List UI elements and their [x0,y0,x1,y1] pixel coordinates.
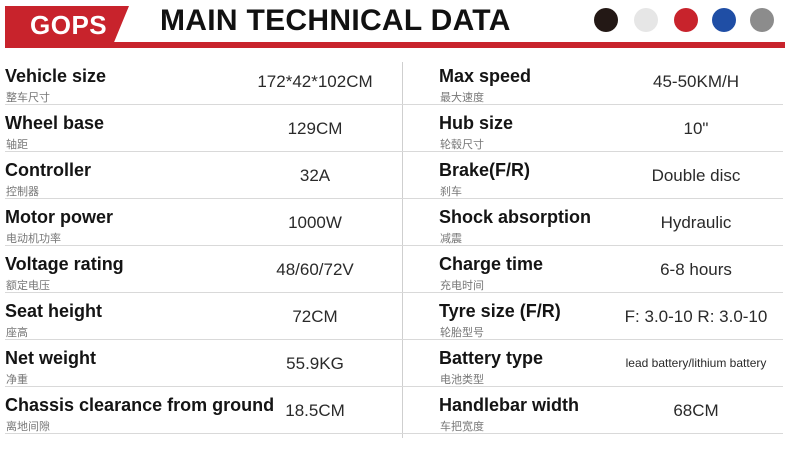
spec-row: Wheel base 轴距 129CM Hub size 轮毂尺寸 10" [5,105,783,152]
spec-row: Vehicle size 整车尺寸 172*42*102CM Max speed… [5,58,783,105]
spec-value: 129CM [287,119,343,138]
spec-value: 68CM [673,401,719,420]
color-swatch-blue [712,8,736,32]
page-title: MAIN TECHNICAL DATA [160,4,511,37]
row-divider [5,104,783,105]
spec-value: 1000W [288,213,342,232]
spec-cell: Voltage rating 额定电压 48/60/72V [5,246,402,293]
spec-cell: Max speed 最大速度 45-50KM/H [439,58,783,105]
spec-cell: Hub size 轮毂尺寸 10" [439,105,783,152]
header: GOPS MAIN TECHNICAL DATA [0,0,792,54]
spec-label-cn: 减震 [440,232,462,245]
color-swatch-grey [750,8,774,32]
spec-label-cn: 最大速度 [440,91,484,104]
spec-cell: Shock absorption 减震 Hydraulic [439,199,783,246]
spec-cell: Battery type 电池类型 lead battery/lithium b… [439,340,783,387]
spec-label: Battery type [439,348,544,368]
spec-label-cn: 车把宽度 [440,420,484,433]
spec-label: Controller [5,160,92,180]
header-divider [5,42,785,48]
spec-label-cn: 额定电压 [6,279,50,292]
spec-cell: Chassis clearance from ground 离地间隙 18.5C… [5,387,402,434]
spec-value: 172*42*102CM [257,72,373,91]
spec-value: Hydraulic [660,213,732,232]
spec-value: 55.9KG [286,354,344,373]
spec-label-cn: 净重 [6,373,28,386]
row-divider [5,339,783,340]
spec-label: Motor power [5,207,113,227]
spec-label: Shock absorption [439,207,592,227]
row-divider [5,151,783,152]
color-swatch-black [594,8,618,32]
spec-label: Handlebar width [439,395,580,415]
spec-label: Net weight [5,348,97,368]
spec-cell: Brake(F/R) 刹车 Double disc [439,152,783,199]
color-swatch-white [634,8,658,32]
spec-row: Voltage rating 额定电压 48/60/72V Charge tim… [5,246,783,293]
spec-label: Chassis clearance from ground [5,395,275,415]
spec-value: 18.5CM [285,401,345,420]
spec-label: Wheel base [5,113,105,133]
column-divider [402,62,403,438]
spec-label-cn: 电动机功率 [6,232,61,245]
spec-label: Tyre size (F/R) [439,301,561,321]
spec-value: lead battery/lithium battery [625,356,767,370]
spec-label-cn: 轮毂尺寸 [440,138,484,151]
spec-table: Vehicle size 整车尺寸 172*42*102CM Max speed… [5,58,783,442]
spec-value: 48/60/72V [276,260,354,279]
spec-cell: Wheel base 轴距 129CM [5,105,402,152]
spec-cell: Net weight 净重 55.9KG [5,340,402,387]
spec-label: Max speed [439,66,532,86]
spec-value: 32A [299,166,331,185]
spec-row: Motor power 电动机功率 1000W Shock absorption… [5,199,783,246]
brand-logo: GOPS [30,10,108,40]
spec-cell: Seat height 座高 72CM [5,293,402,340]
row-divider [5,433,783,434]
row-divider [5,198,783,199]
spec-label: Voltage rating [5,254,124,274]
spec-row: Seat height 座高 72CM Tyre size (F/R) 轮胎型号… [5,293,783,340]
spec-label: Brake(F/R) [439,160,531,180]
row-divider [5,386,783,387]
spec-value: 72CM [292,307,338,326]
color-swatch-red [674,8,698,32]
spec-row: Chassis clearance from ground 离地间隙 18.5C… [5,387,783,434]
spec-value: 45-50KM/H [653,72,739,91]
spec-label-cn: 控制器 [6,185,39,198]
spec-label-cn: 座高 [6,326,28,339]
spec-label-cn: 离地间隙 [6,420,50,433]
spec-label-cn: 刹车 [440,185,462,198]
spec-row: Net weight 净重 55.9KG Battery type 电池类型 l… [5,340,783,387]
spec-value: 6-8 hours [660,260,732,279]
spec-value: Double disc [651,166,741,185]
spec-label-cn: 电池类型 [440,373,484,386]
spec-cell: Charge time 充电时间 6-8 hours [439,246,783,293]
spec-value: F: 3.0-10 R: 3.0-10 [624,307,768,326]
spec-label-cn: 整车尺寸 [6,91,50,104]
spec-label: Vehicle size [5,66,107,86]
spec-label: Hub size [439,113,514,133]
spec-cell: Handlebar width 车把宽度 68CM [439,387,783,434]
spec-cell: Motor power 电动机功率 1000W [5,199,402,246]
spec-cell: Controller 控制器 32A [5,152,402,199]
spec-cell: Tyre size (F/R) 轮胎型号 F: 3.0-10 R: 3.0-10 [439,293,783,340]
spec-row: Controller 控制器 32A Brake(F/R) 刹车 Double … [5,152,783,199]
brand-banner [5,6,129,42]
spec-label: Charge time [439,254,544,274]
spec-label: Seat height [5,301,103,321]
spec-value: 10" [683,119,709,138]
spec-label-cn: 轴距 [6,138,28,151]
spec-label-cn: 轮胎型号 [440,326,484,339]
spec-label-cn: 充电时间 [440,279,484,292]
spec-cell: Vehicle size 整车尺寸 172*42*102CM [5,58,402,105]
row-divider [5,245,783,246]
row-divider [5,292,783,293]
